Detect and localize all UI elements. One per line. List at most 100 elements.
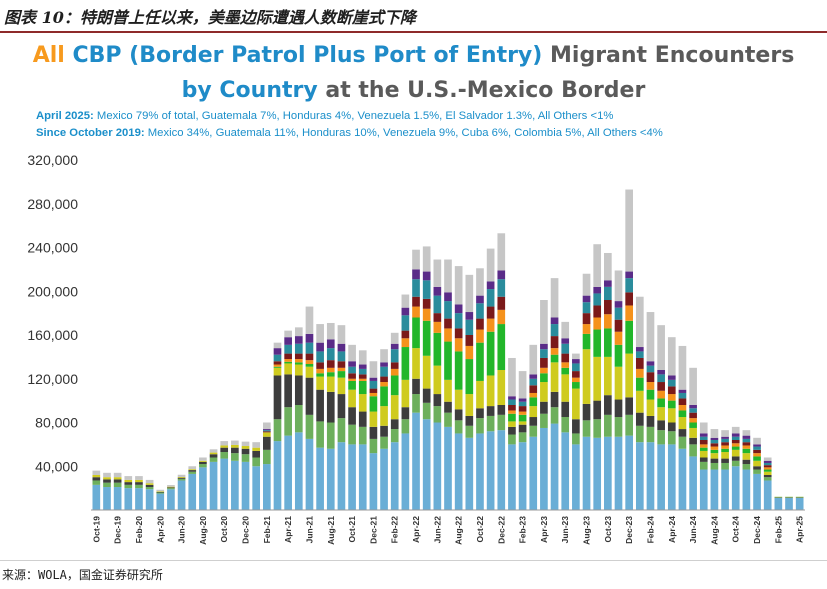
bar-segment	[497, 270, 506, 280]
bar-segment	[572, 419, 580, 434]
bar-segment	[742, 469, 751, 510]
bar-segment	[401, 347, 410, 380]
bar-segment	[465, 312, 474, 320]
bar-segment	[337, 361, 346, 368]
bar-segment	[454, 328, 463, 339]
bar-segment	[572, 433, 580, 445]
bar-segment	[593, 244, 602, 287]
bar-segment	[518, 424, 527, 433]
bar-segment	[529, 344, 538, 375]
bar-segment	[540, 367, 548, 374]
bar-segment	[465, 319, 474, 335]
bar-segment	[625, 320, 633, 354]
bar-segment	[433, 286, 442, 296]
x-tick-label: Dec-20	[241, 516, 251, 544]
bar-segment	[273, 441, 282, 510]
bar-segment	[529, 397, 538, 407]
bar-segment	[657, 374, 665, 383]
bar-segment	[593, 419, 602, 438]
bar-segment	[156, 493, 165, 510]
bar-segment	[699, 436, 708, 440]
bar-segment	[721, 430, 729, 437]
bar-segment	[380, 349, 388, 363]
bar-segment	[369, 426, 378, 439]
bar-segment	[742, 464, 751, 470]
bar-segment	[689, 444, 697, 457]
bar-segment	[742, 448, 751, 454]
bar-segment	[92, 475, 101, 478]
bar-segment	[199, 460, 207, 462]
bar-segment	[508, 426, 516, 435]
bar-segment	[614, 307, 623, 320]
bar-segment	[358, 364, 367, 369]
bar-segment	[497, 430, 506, 510]
bar-segment	[710, 429, 719, 438]
bar-segment	[689, 408, 697, 413]
bar-segment	[486, 248, 495, 282]
x-tick-label: Oct-20	[219, 516, 229, 543]
note-april-2025: April 2025: Mexico 79% of total, Guatema…	[36, 110, 613, 122]
bar-segment	[742, 459, 751, 465]
bar-segment	[614, 436, 623, 510]
bar-segment	[678, 345, 687, 390]
bar-segment	[657, 398, 665, 408]
bar-segment	[614, 417, 623, 437]
bar-segment	[348, 361, 356, 367]
bar-segment	[721, 458, 729, 463]
bar-segment	[444, 401, 452, 413]
bar-segment	[763, 480, 772, 510]
bar-segment	[412, 296, 420, 307]
bar-segment	[518, 411, 527, 415]
bar-segment	[358, 374, 367, 379]
bar-segment	[241, 461, 250, 511]
bar-segment	[763, 477, 772, 481]
bar-segment	[540, 427, 548, 510]
y-tick-label: 160,000	[27, 327, 78, 343]
bar-segment	[390, 332, 399, 344]
bar-segment	[284, 363, 292, 375]
bar-segment	[401, 330, 410, 339]
bar-segment	[412, 279, 420, 297]
bar-segment	[294, 364, 303, 376]
bar-segment	[678, 389, 687, 393]
bar-segment	[731, 456, 740, 461]
bar-segment	[550, 391, 559, 408]
bar-segment	[305, 353, 314, 361]
bar-segment	[614, 270, 623, 302]
bar-segment	[689, 412, 697, 419]
bar-segment	[241, 441, 250, 447]
x-tick-label: Feb-25	[773, 516, 783, 544]
bar-segment	[657, 390, 665, 399]
bar-segment	[358, 380, 367, 395]
bar-segment	[412, 412, 420, 510]
bar-segment	[252, 447, 261, 451]
bar-segment	[465, 345, 474, 360]
bar-segment	[561, 338, 570, 344]
bar-segment	[540, 357, 548, 368]
bar-segment	[497, 405, 506, 415]
bar-segment	[326, 322, 335, 340]
bar-segment	[92, 484, 101, 510]
bar-segment	[401, 433, 410, 510]
bar-segment	[731, 433, 740, 437]
bar-segment	[753, 446, 761, 450]
title-cbp: CBP (Border Patrol Plus Port of Entry)	[72, 43, 543, 68]
bar-segment	[390, 343, 399, 350]
bar-segment	[582, 313, 591, 325]
bar-segment	[326, 339, 335, 349]
bar-segment	[774, 497, 783, 510]
bar-segment	[476, 380, 484, 409]
bar-segment	[497, 414, 506, 431]
bar-segment	[103, 479, 111, 483]
bar-segment	[731, 466, 740, 510]
bar-segment	[167, 486, 175, 488]
bar-segment	[540, 349, 548, 358]
bar-segment	[454, 409, 463, 421]
bar-segment	[763, 465, 772, 468]
bar-segment	[241, 454, 250, 462]
bar-segment	[156, 492, 165, 494]
bar-segment	[241, 448, 250, 455]
bar-segment	[753, 456, 761, 461]
bar-segment	[401, 338, 410, 348]
bar-segment	[156, 489, 165, 492]
